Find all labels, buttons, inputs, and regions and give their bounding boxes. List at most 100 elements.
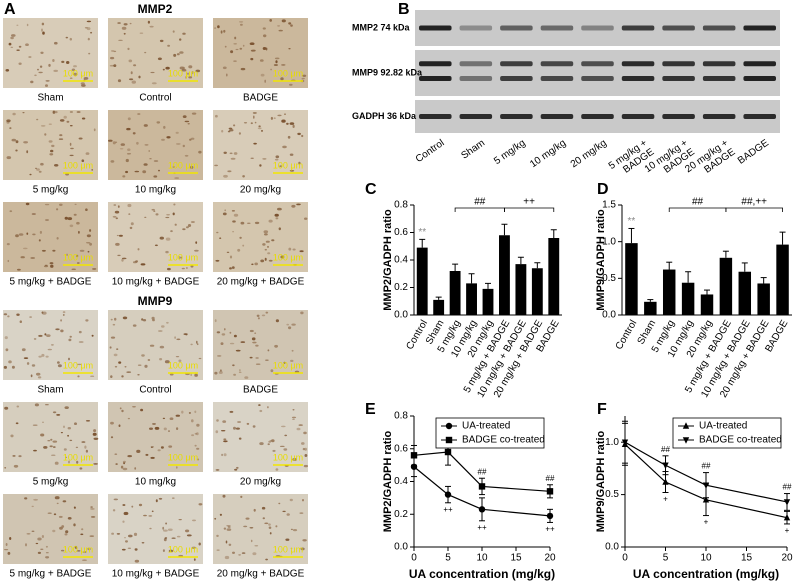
cell — [38, 355, 42, 358]
cell — [79, 249, 85, 252]
cell — [12, 112, 16, 116]
blot-band — [662, 114, 695, 119]
cell — [274, 158, 279, 161]
blot-band — [702, 61, 736, 67]
cell — [143, 514, 147, 517]
cell — [176, 53, 180, 56]
cell — [302, 74, 307, 78]
cell — [230, 50, 234, 54]
cell — [138, 503, 143, 507]
cell — [42, 421, 44, 423]
cell — [16, 49, 20, 51]
cell — [302, 499, 304, 502]
cell — [121, 258, 124, 262]
blot-band — [500, 76, 533, 82]
cell — [39, 230, 43, 234]
cell — [231, 210, 235, 212]
cell — [149, 427, 153, 430]
cell — [250, 157, 254, 159]
scale-bar-label: 100 μm — [63, 452, 93, 462]
cell — [73, 506, 76, 509]
cell — [165, 237, 171, 241]
cell — [15, 234, 19, 238]
cell — [161, 138, 165, 141]
marker — [702, 496, 710, 503]
cell — [66, 120, 70, 123]
cell — [222, 66, 227, 70]
cell — [54, 164, 59, 167]
cell — [198, 503, 203, 506]
cell — [219, 237, 222, 239]
cell — [90, 375, 95, 377]
cell — [280, 77, 284, 81]
cell — [163, 125, 166, 129]
cell — [48, 63, 51, 67]
cell — [275, 468, 279, 471]
blot-band — [459, 76, 493, 82]
cell — [115, 242, 120, 246]
cell — [35, 167, 37, 169]
cell — [279, 445, 285, 447]
cell — [40, 548, 44, 550]
cell — [171, 537, 176, 539]
cell — [119, 407, 122, 410]
cell — [53, 69, 58, 72]
x-tick-label: 10 — [700, 553, 712, 564]
cell — [256, 314, 260, 317]
cell — [10, 434, 14, 438]
cell — [288, 48, 291, 50]
cell — [32, 424, 38, 426]
significance-label: ++ — [477, 523, 487, 532]
cell — [258, 404, 261, 406]
cell — [58, 138, 64, 140]
cell — [273, 117, 276, 119]
blot-band — [702, 25, 736, 31]
cell — [37, 551, 42, 555]
cell — [81, 159, 85, 162]
y-tick-label: 1.0 — [605, 437, 619, 448]
cell — [150, 446, 154, 448]
cell — [63, 425, 65, 429]
cell — [45, 404, 49, 406]
cell — [154, 244, 158, 247]
cell — [176, 143, 181, 145]
cell — [92, 268, 97, 270]
micrograph-label: 5 mg/kg — [33, 185, 69, 196]
cell — [89, 242, 92, 246]
cell — [84, 445, 87, 449]
cell — [257, 317, 260, 320]
y-tick-label: 0.6 — [394, 443, 408, 454]
bar — [499, 235, 510, 315]
cell — [233, 43, 237, 45]
bar — [776, 244, 789, 315]
x-tick-label: 20 — [781, 553, 793, 564]
cell — [298, 424, 303, 426]
scale-bar-label: 100 μm — [168, 360, 198, 370]
cell — [169, 373, 174, 376]
cell — [226, 528, 232, 531]
marker — [444, 491, 452, 498]
scale-bar-label: 100 μm — [273, 252, 303, 262]
cell — [216, 534, 219, 538]
cell — [187, 224, 192, 227]
cell — [176, 338, 181, 341]
micrograph — [3, 402, 98, 472]
cell — [113, 498, 119, 501]
cell — [36, 118, 39, 121]
cell — [68, 460, 70, 464]
cell — [31, 213, 36, 215]
cell — [76, 550, 81, 552]
cell — [33, 449, 37, 452]
cell — [110, 436, 114, 439]
cell — [123, 511, 129, 516]
cell — [137, 364, 142, 366]
cell — [37, 376, 42, 379]
cell — [153, 160, 159, 162]
cell — [86, 27, 91, 31]
cell — [86, 242, 91, 244]
cell — [281, 119, 286, 123]
bar — [482, 288, 494, 315]
cell — [121, 409, 124, 413]
cell — [118, 424, 121, 428]
micrograph-label: Sham — [37, 93, 63, 104]
